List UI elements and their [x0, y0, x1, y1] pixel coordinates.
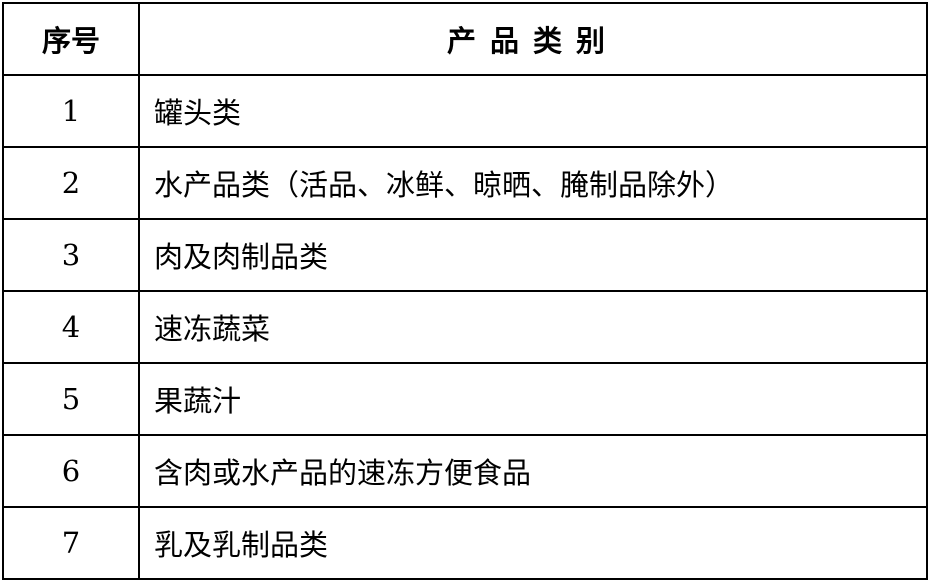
row-category: 罐头类 — [138, 74, 928, 148]
row-category: 果蔬汁 — [138, 362, 928, 436]
table-row: 3 肉及肉制品类 — [2, 218, 928, 292]
header-category: 产品类别 — [138, 2, 928, 76]
row-category: 肉及肉制品类 — [138, 218, 928, 292]
row-number: 3 — [2, 218, 140, 292]
row-category: 乳及乳制品类 — [138, 506, 928, 580]
row-number: 2 — [2, 146, 140, 220]
row-number: 6 — [2, 434, 140, 508]
table-row: 1 罐头类 — [2, 74, 928, 148]
header-row: 序号 产品类别 — [2, 2, 928, 76]
row-number: 1 — [2, 74, 140, 148]
table-row: 7 乳及乳制品类 — [2, 506, 928, 580]
table-row: 4 速冻蔬菜 — [2, 290, 928, 364]
table-row: 6 含肉或水产品的速冻方便食品 — [2, 434, 928, 508]
row-category: 水产品类（活品、冰鲜、晾晒、腌制品除外） — [138, 146, 928, 220]
row-number: 4 — [2, 290, 140, 364]
row-category: 含肉或水产品的速冻方便食品 — [138, 434, 928, 508]
row-category: 速冻蔬菜 — [138, 290, 928, 364]
table-row: 5 果蔬汁 — [2, 362, 928, 436]
row-number: 5 — [2, 362, 140, 436]
header-number: 序号 — [2, 2, 140, 76]
row-number: 7 — [2, 506, 140, 580]
table-row: 2 水产品类（活品、冰鲜、晾晒、腌制品除外） — [2, 146, 928, 220]
